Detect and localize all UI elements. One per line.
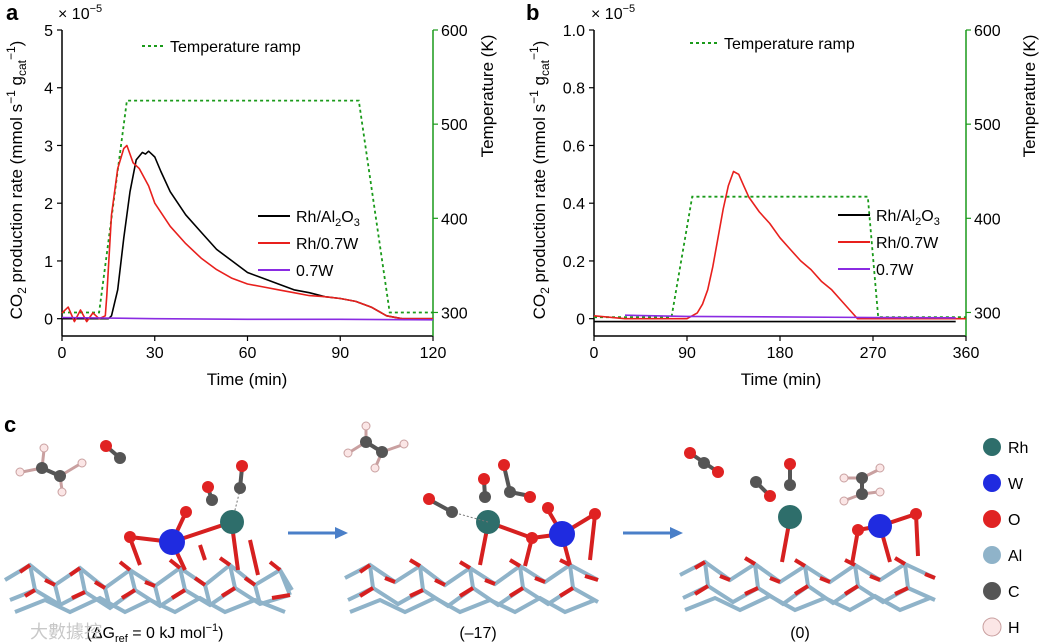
y2-tick-label: 600 [441,23,468,40]
y-tick-label: 3 [44,138,53,155]
y-tick-label: 2 [44,196,53,213]
y2-tick-label: 400 [974,211,1001,228]
y-tick-label: 0.2 [563,254,585,271]
y-tick-label: 0 [44,312,53,329]
atom-legend-label: Rh [1008,440,1028,457]
panel-a-letter: a [6,0,19,25]
x-tick-label: 0 [590,345,599,362]
panel-c: c [3,412,1028,644]
x-tick-label: 0 [58,345,67,362]
legend-rhw-a: Rh/0.7W [296,236,359,253]
watermark: 大數據控 [30,622,102,642]
atom-legend-label: W [1008,476,1024,493]
surface-structure-3 [679,447,936,613]
y-tick-label: 1.0 [563,23,585,40]
panel-a-y2label: Temperature (K) [478,35,497,158]
y2-tick-label: 500 [974,117,1001,134]
panel-b-y2label: Temperature (K) [1020,35,1039,158]
y-tick-label: 0.4 [563,196,585,213]
panel-b-plot [593,170,966,323]
x-tick-label: 360 [953,345,980,362]
y-tick-label: 5 [44,23,53,40]
x-tick-label: 90 [678,345,696,362]
atom-legend-swatch [983,510,1001,528]
y-tick-label: 0.8 [563,81,585,98]
x-tick-label: 180 [767,345,794,362]
legend-rhal-a: Rh/Al2O3 [296,209,360,229]
y-tick-label: 0.6 [563,138,585,155]
panel-a-xlabel: Time (min) [207,370,288,389]
y2-tick-label: 500 [441,117,468,134]
y-tick-label: 1 [44,254,53,271]
legend-ramp-b: Temperature ramp [724,36,855,53]
legend-w-b: 0.7W [876,262,914,279]
panel-c-letter: c [4,412,16,437]
y2-tick-label: 300 [974,305,1001,322]
panel-b: b × 10−5 CO2 production rate (mmol s−1 g… [526,0,1039,389]
panel-a-ylabel: CO2 production rate (mmol s−1 gcat−1) [4,41,29,320]
atom-legend-swatch [983,546,1001,564]
series-line-0-7w [61,316,434,321]
panel-a-plot [61,99,434,323]
panel-a-legend: Temperature ramp Rh/Al2O3 Rh/0.7W 0.7W [142,39,360,280]
atom-legend-swatch [983,474,1001,492]
atom-legend-swatch [982,617,1002,637]
series-line-rh-0-7w [61,144,433,323]
x-tick-label: 30 [146,345,164,362]
y2-tick-label: 400 [441,211,468,228]
reaction-arrow-1 [288,527,348,539]
reaction-arrow-2 [623,527,683,539]
atom-legend: Rh W O Al C H [982,438,1028,637]
panel-b-xlabel: Time (min) [741,370,822,389]
panel-a-multiplier: × 10−5 [58,3,102,23]
temperature-ramp-line [62,99,433,314]
y-tick-label: 0 [576,312,585,329]
panel-a: a × 10−5 CO2 production rate (mmol s−1 g… [4,0,497,389]
surface-structure-1 [3,440,294,615]
atom-legend-swatch [983,438,1001,456]
atom-legend-swatch [983,582,1001,600]
atom-legend-label: O [1008,512,1020,529]
legend-rhal-b: Rh/Al2O3 [876,208,940,228]
caption-state-2: (–17) [459,625,496,642]
x-tick-label: 120 [420,345,447,362]
x-tick-label: 270 [860,345,887,362]
caption-state-1: (ΔGref = 0 kJ mol−1) [87,622,224,644]
series-line-rh-0-7w [593,170,966,320]
panel-b-legend: Temperature ramp Rh/Al2O3 Rh/0.7W 0.7W [690,36,940,279]
panel-b-multiplier: × 10−5 [591,3,635,23]
y-tick-label: 4 [44,81,53,98]
y2-tick-label: 600 [974,23,1001,40]
x-tick-label: 60 [239,345,257,362]
caption-state-3: (0) [790,625,810,642]
y2-tick-label: 300 [441,305,468,322]
atom-legend-label: C [1008,584,1020,601]
series-line-0-7w [624,314,956,319]
x-tick-label: 90 [331,345,349,362]
legend-rhw-b: Rh/0.7W [876,235,939,252]
panel-a-axes: 0 30 60 90 120 0 1 2 3 4 5 300 400 500 600 [44,23,468,362]
panel-b-letter: b [526,0,539,25]
legend-ramp-a: Temperature ramp [170,39,301,56]
panel-b-ylabel: CO2 production rate (mmol s−1 gcat−1) [527,41,552,320]
panel-b-axes: 0 90 180 270 360 0 0.2 0.4 0.6 0.8 1.0 300 400 500 600 [563,23,1001,362]
legend-w-a: 0.7W [296,263,334,280]
atom-legend-label: Al [1008,548,1022,565]
atom-legend-label: H [1008,620,1020,637]
surface-structure-2 [343,421,601,615]
